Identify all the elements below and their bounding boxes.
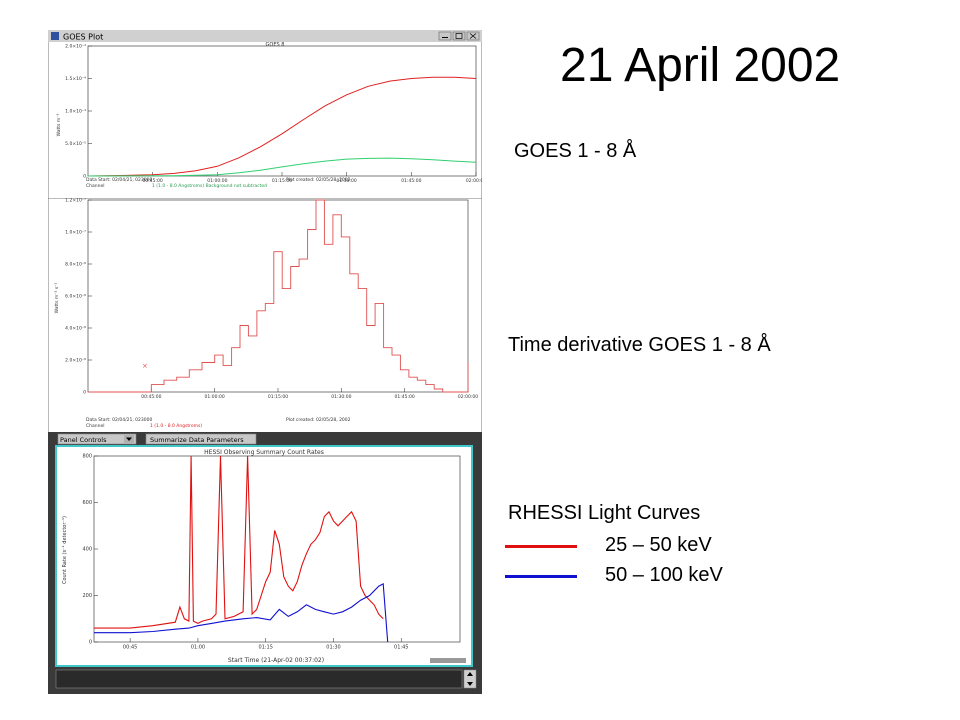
deriv-footer-channel: Channel <box>86 423 104 429</box>
y-tick-label: 2.0×10⁻⁴ <box>65 44 86 50</box>
series-line-0 <box>94 455 384 629</box>
deriv-marker-x: × <box>142 362 148 370</box>
x-tick-label: 01:00:00 <box>205 394 225 400</box>
window-app-icon <box>51 32 59 40</box>
y-tick-label: 400 <box>82 547 92 553</box>
summarize-data-parameters-label: Summarize Data Parameters <box>150 436 244 444</box>
series-line-1 <box>87 157 477 177</box>
x-tick-label: 01:30 <box>326 645 340 651</box>
rhessi-plot-title: HESSI Observing Summary Count Rates <box>204 449 324 456</box>
scroll-down-icon[interactable] <box>467 682 473 686</box>
legend-label-25-50: 25 – 50 keV <box>605 534 712 556</box>
y-tick-label: 0 <box>83 174 86 180</box>
x-tick-label: 01:15:00 <box>268 394 288 400</box>
rhessi-window: Panel Controls Summarize Data Parameters… <box>48 432 482 694</box>
rhessi-x-axis-label: Start Time (21-Apr-02 00:37:02) <box>228 657 324 664</box>
y-tick-label: 2.0×10⁻⁸ <box>65 358 86 364</box>
y-tick-label: 1.5×10⁻⁴ <box>65 76 86 82</box>
y-tick-label: 600 <box>82 500 92 506</box>
panel-controls-label: Panel Controls <box>60 436 107 444</box>
x-tick-label: 01:00 <box>191 645 205 651</box>
series-line-1 <box>94 583 389 643</box>
y-tick-label: 1.0×10⁻⁴ <box>65 109 86 115</box>
legend-line-25-50 <box>505 545 577 548</box>
slide-title: 21 April 2002 <box>560 39 841 92</box>
x-tick-label: 00:45:00 <box>141 394 161 400</box>
x-tick-label: 01:45:00 <box>395 394 415 400</box>
x-tick-label: 01:15:00 <box>272 178 292 184</box>
goes-plot-window: GOES Plot GOES 8 Watts m⁻² 0 5.0×10⁻⁵ 1.0×… <box>47 29 486 201</box>
y-tick-label: 1.2×10⁻⁷ <box>65 198 86 204</box>
window-maximize-button[interactable] <box>452 31 466 41</box>
legend-label-50-100: 50 – 100 keV <box>605 564 723 586</box>
goes-derivative-plot: Watts m⁻² s⁻¹ 0 2.0×10⁻⁸ 4.0×10⁻⁸ 6.0×10⁻⁸ 8… <box>47 197 483 435</box>
x-tick-label: 01:30:00 <box>337 178 357 184</box>
summarize-data-parameters-button[interactable]: Summarize Data Parameters <box>145 433 257 445</box>
rhessi-scrollbar[interactable] <box>463 669 477 689</box>
panel-controls-dropdown[interactable]: Panel Controls <box>57 433 137 445</box>
deriv-footer-plot-created: Plot created: 02/05/28, 2002 <box>286 417 351 423</box>
goes-derivative-window: Watts m⁻² s⁻¹ 0 2.0×10⁻⁸ 4.0×10⁻⁸ 6.0×10⁻⁸ 8… <box>47 197 483 435</box>
scroll-up-icon[interactable] <box>467 672 473 676</box>
series-line-0 <box>87 76 477 177</box>
window-title: GOES Plot <box>63 33 103 42</box>
rhessi-y-axis-label: Count Rate (s⁻¹ detector⁻¹) <box>62 516 68 584</box>
deriv-footer-band: 1 (1.0 - 8.0 Angstroms) <box>150 423 202 429</box>
legend-item-50-100: 50 – 100 keV <box>505 564 805 588</box>
rhessi-status-area <box>55 669 463 689</box>
caption-rhessi: RHESSI Light Curves <box>508 502 701 524</box>
goes-footer-band: 1 (1.0 - 8.0 Angstroms) Background not s… <box>152 183 267 189</box>
x-tick-label: 02:00:00 <box>458 394 478 400</box>
y-tick-label: 0 <box>89 640 92 646</box>
goes-footer-data-start: Data Start: 02/04/21, 023000 <box>86 177 153 183</box>
series-line-0 <box>88 199 469 393</box>
y-tick-label: 800 <box>82 454 92 460</box>
x-tick-label: 01:45 <box>394 645 408 651</box>
y-tick-label: 0 <box>83 390 86 396</box>
caption-goes: GOES 1 - 8 Å <box>514 140 637 162</box>
x-tick-label: 01:15 <box>258 645 272 651</box>
deriv-y-axis-label: Watts m⁻² s⁻¹ <box>54 282 60 313</box>
legend-item-25-50: 25 – 50 keV <box>505 534 805 558</box>
legend-line-50-100 <box>505 575 577 578</box>
y-tick-label: 200 <box>82 593 92 599</box>
x-tick-label: 00:45:00 <box>143 178 163 184</box>
rhessi-plot: Panel Controls Summarize Data Parameters… <box>48 432 482 694</box>
deriv-footer-data-start: Data Start: 02/04/21, 023000 <box>86 417 153 423</box>
goes-plot: GOES Plot GOES 8 Watts m⁻² 0 5.0×10⁻⁵ 1.0×… <box>47 29 486 201</box>
goes-plot-title: GOES 8 <box>266 42 285 48</box>
y-tick-label: 6.0×10⁻⁸ <box>65 294 86 300</box>
x-tick-label: 01:30:00 <box>331 394 351 400</box>
y-tick-label: 1.0×10⁻⁷ <box>65 230 86 236</box>
goes-footer-plot-created: Plot created: 02/05/28, 2002 <box>286 177 351 183</box>
caption-goes-derivative: Time derivative GOES 1 - 8 Å <box>508 334 771 356</box>
y-tick-label: 5.0×10⁻⁵ <box>65 141 86 147</box>
x-tick-label: 01:00:00 <box>207 178 227 184</box>
rhessi-logo <box>430 658 466 663</box>
y-tick-label: 8.0×10⁻⁸ <box>65 262 86 268</box>
x-tick-label: 00:45 <box>123 645 137 651</box>
y-tick-label: 4.0×10⁻⁸ <box>65 326 86 332</box>
x-tick-label: 02:00:00 <box>466 178 482 184</box>
window-close-button[interactable] <box>466 31 480 41</box>
window-minimize-button[interactable] <box>438 31 452 41</box>
goes-footer-channel: Channel <box>86 183 104 189</box>
goes-y-axis-label: Watts m⁻² <box>56 113 62 136</box>
x-tick-label: 01:45:00 <box>401 178 421 184</box>
